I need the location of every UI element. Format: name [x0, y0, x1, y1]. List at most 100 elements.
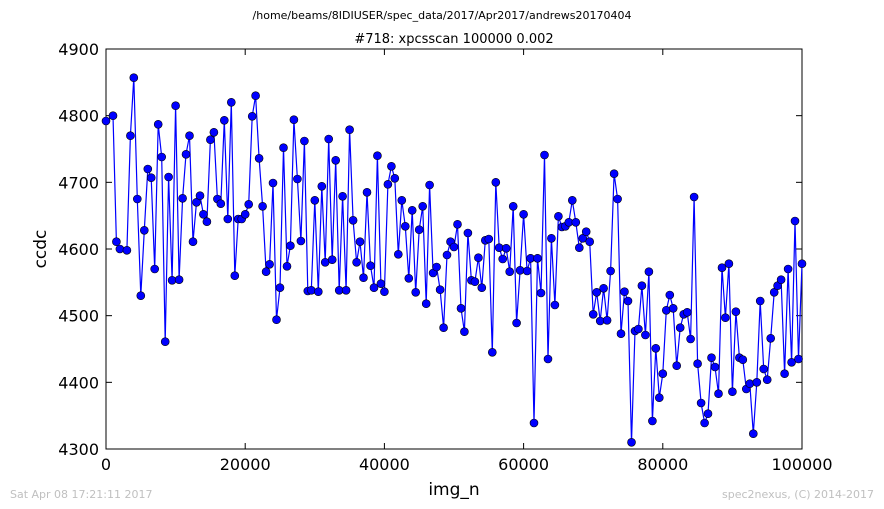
data-point: [501, 244, 511, 253]
figure-suptitle: /home/beams/8IDIUSER/spec_data/2017/Apr2…: [252, 9, 632, 22]
data-point: [407, 206, 417, 215]
data-point: [101, 116, 111, 126]
data-point: [634, 324, 643, 334]
data-point: [456, 303, 466, 313]
data-point: [195, 191, 205, 200]
data-point: [136, 291, 146, 301]
data-point: [220, 116, 229, 125]
data-point: [425, 180, 434, 190]
data-point: [540, 150, 549, 160]
data-point: [258, 202, 267, 211]
data-point: [654, 393, 664, 403]
data-point: [592, 287, 602, 297]
data-point: [623, 296, 633, 306]
data-point: [714, 389, 723, 399]
data-point: [369, 283, 379, 293]
data-point: [268, 178, 278, 188]
data-point: [282, 261, 292, 271]
data-point: [209, 128, 219, 137]
data-point: [275, 283, 285, 293]
data-point: [665, 290, 675, 300]
data-point: [390, 174, 400, 183]
y-tick-label: 4700: [58, 173, 99, 192]
data-point: [644, 267, 654, 277]
data-point: [460, 327, 469, 337]
data-point: [387, 162, 396, 171]
data-point: [755, 296, 765, 306]
data-point: [599, 283, 608, 293]
data-point: [689, 192, 699, 202]
data-point: [780, 369, 789, 379]
data-point: [724, 259, 734, 269]
data-point: [157, 152, 166, 162]
data-point: [376, 279, 386, 289]
data-point: [345, 125, 354, 134]
footer-timestamp: Sat Apr 08 17:21:11 2017: [10, 488, 153, 501]
data-point: [279, 143, 288, 152]
data-point: [752, 377, 762, 387]
data-point: [352, 257, 361, 267]
data-point: [728, 387, 737, 397]
y-tick-label: 4400: [58, 373, 99, 392]
data-point: [519, 210, 528, 219]
data-point: [418, 202, 428, 211]
plot-title: #718: xpcsscan 100000 0.002: [354, 32, 553, 47]
data-point: [797, 259, 807, 269]
data-point: [463, 228, 473, 238]
data-point: [567, 196, 577, 205]
data-point: [442, 250, 452, 260]
data-point: [703, 409, 713, 419]
data-point: [613, 194, 622, 204]
data-point: [682, 307, 692, 317]
data-point: [254, 154, 264, 163]
data-markers: [101, 73, 807, 447]
data-point: [341, 285, 351, 295]
data-point: [126, 131, 135, 140]
data-point: [296, 236, 306, 246]
data-point: [432, 262, 441, 272]
data-point: [536, 288, 546, 298]
data-point: [696, 398, 706, 408]
x-tick-label: 100000: [771, 455, 832, 474]
data-point: [672, 361, 682, 371]
data-point: [717, 263, 727, 273]
data-point: [247, 112, 257, 121]
data-point: [602, 315, 612, 325]
data-point: [700, 418, 709, 428]
data-point: [421, 299, 431, 309]
data-point: [373, 151, 382, 160]
data-point: [133, 194, 142, 204]
data-point: [675, 323, 685, 333]
data-point: [435, 285, 445, 295]
x-tick-label: 60000: [498, 455, 549, 474]
y-tick-label: 4500: [58, 307, 99, 326]
data-point: [533, 253, 542, 263]
data-point: [606, 266, 615, 276]
data-point: [439, 323, 448, 333]
data-point: [366, 261, 375, 271]
data-point: [174, 275, 184, 285]
data-point: [129, 73, 139, 82]
data-point: [693, 359, 702, 369]
y-tick-label: 4900: [58, 40, 99, 59]
data-point: [202, 217, 212, 226]
data-point: [324, 134, 334, 144]
data-point: [794, 354, 803, 364]
data-point: [710, 362, 720, 372]
data-point: [609, 169, 619, 178]
data-point: [240, 210, 250, 219]
data-point: [745, 379, 755, 389]
data-point: [707, 353, 716, 363]
data-point: [581, 227, 591, 236]
data-point: [150, 264, 159, 274]
data-point: [766, 333, 776, 343]
data-point: [738, 355, 748, 365]
data-point: [748, 429, 758, 439]
data-point: [585, 237, 595, 246]
data-point: [491, 178, 501, 187]
data-point: [449, 242, 459, 252]
data-point: [216, 199, 226, 208]
data-point: [574, 243, 584, 252]
data-point: [487, 347, 497, 357]
